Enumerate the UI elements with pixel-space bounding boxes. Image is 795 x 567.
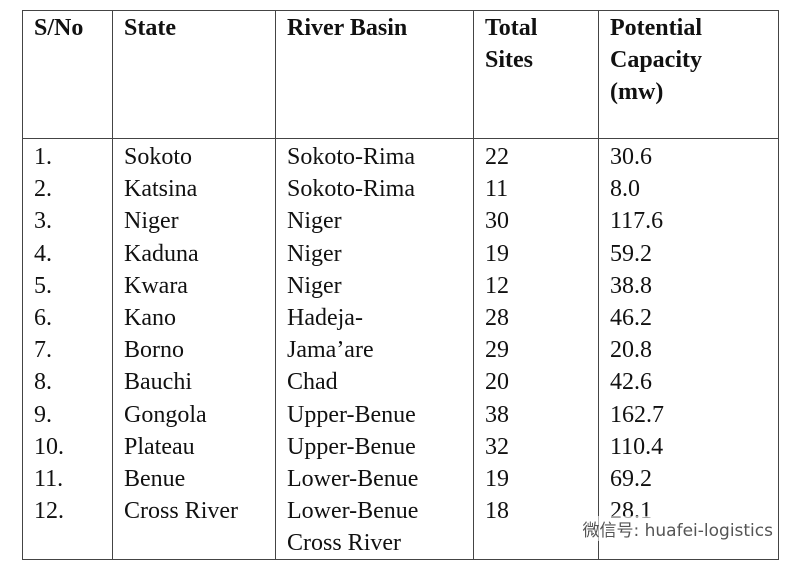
cell-text: 1.: [34, 144, 52, 170]
header-text: Total: [485, 15, 538, 41]
cell-text: 8.: [34, 369, 52, 396]
cell-text: Niger: [124, 208, 179, 235]
cell-text: Katsina: [124, 176, 198, 203]
cell-text: Kano: [124, 305, 176, 331]
cell-text: 38: [485, 401, 509, 428]
cell-text: Kwara: [124, 272, 188, 299]
cell-text: Niger: [287, 208, 342, 235]
cell-text: 12.: [34, 498, 64, 525]
cell-text: 30.6: [610, 144, 652, 170]
cell-text: 59.2: [610, 240, 652, 267]
cell-text: 11: [485, 176, 509, 203]
cell-text: 6.: [34, 305, 52, 331]
cell-text: Sokoto-Rima: [287, 144, 416, 170]
cell-text: Cross River: [124, 498, 238, 525]
cell-text: 19: [485, 466, 509, 492]
cell-text: Niger: [287, 240, 342, 267]
cell-text: Bauchi: [124, 369, 192, 396]
cell-text: 19: [485, 240, 509, 267]
cell-text: Kaduna: [124, 240, 199, 267]
cell-text: 110.4: [610, 433, 664, 460]
body-cell: [598, 138, 779, 560]
cell-text: 8.0: [610, 176, 640, 203]
cell-text: 29: [485, 337, 509, 364]
cell-text: Hadeja-: [287, 305, 363, 331]
cell-text: Lower-Benue: [287, 466, 419, 492]
cell-text: 20.8: [610, 337, 652, 364]
cell-text: 117.6: [610, 208, 664, 235]
cell-text: Cross River: [287, 530, 401, 557]
cell-text: 42.6: [610, 369, 652, 396]
cell-text: 69.2: [610, 466, 652, 492]
cell-text: 28: [485, 305, 509, 331]
cell-text: 11.: [34, 466, 64, 492]
cell-text: 2.: [34, 176, 52, 203]
cell-text: Chad: [287, 369, 338, 396]
cell-text: 3.: [34, 208, 52, 235]
cell-text: Sokoto-Rima: [287, 176, 416, 203]
header-text: State: [124, 15, 176, 41]
cell-text: Plateau: [124, 433, 195, 460]
cell-text: Lower-Benue: [287, 498, 419, 525]
cell-text: 10.: [34, 433, 64, 460]
cell-text: 32: [485, 433, 509, 460]
cell-text: 38.8: [610, 272, 652, 299]
cell-text: Jama’are: [287, 337, 374, 364]
cell-text: 12: [485, 272, 509, 299]
cell-text: Niger: [287, 272, 342, 299]
header-text: Sites: [485, 47, 533, 73]
header-text: (mw): [610, 79, 664, 105]
cell-text: 5.: [34, 272, 52, 299]
cell-text: 30: [485, 208, 509, 235]
cell-text: 4.: [34, 240, 52, 267]
cell-text: 18: [485, 498, 509, 525]
cell-text: Upper-Benue: [287, 401, 416, 428]
header-text: S/No: [34, 15, 84, 41]
header-text: River Basin: [287, 15, 408, 41]
cell-text: Sokoto: [124, 144, 193, 170]
cell-text: Upper-Benue: [287, 433, 416, 460]
watermark: 微信号: huafei-logistics: [582, 516, 773, 541]
cell-text: 162.7: [610, 401, 664, 428]
cell-text: 20: [485, 369, 509, 396]
cell-text: Benue: [124, 466, 186, 492]
cell-text: Gongola: [124, 401, 207, 428]
header-text: Capacity: [610, 47, 702, 73]
cell-text: 22: [485, 144, 509, 170]
cell-text: Borno: [124, 337, 184, 364]
cell-text: 9.: [34, 401, 52, 428]
cell-text: 46.2: [610, 305, 652, 331]
cell-text: 7.: [34, 337, 52, 364]
header-text: Potential: [610, 15, 702, 41]
